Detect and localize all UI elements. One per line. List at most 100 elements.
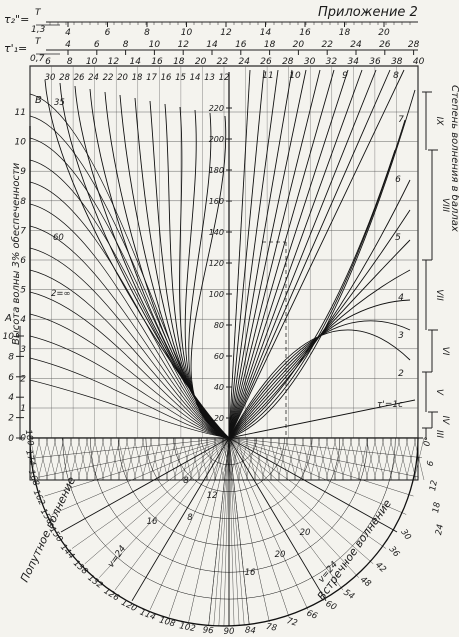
curve-label-left: 18 <box>132 73 143 83</box>
course-angle-label: 102 <box>178 621 196 634</box>
hatch-line <box>349 437 361 481</box>
upper-unit-label: B <box>35 95 42 106</box>
top-row-label: 26 <box>260 57 272 67</box>
lower-tick-label: 6 <box>8 373 14 383</box>
tau2-tick-label: 12 <box>220 28 232 38</box>
hatch-line <box>285 437 297 481</box>
hatch-line <box>357 437 369 481</box>
curve-label-left: 14 <box>190 73 201 83</box>
wave-curve-right <box>228 149 396 439</box>
curve-label-right: 4 <box>398 293 404 303</box>
hatch-line <box>37 437 49 481</box>
wave-line <box>228 69 251 439</box>
hatch-line <box>405 437 417 481</box>
course-angle-label: 42 <box>373 560 388 575</box>
grade-label: IV <box>440 416 450 426</box>
svg-text:T: T <box>35 8 42 18</box>
curve-label-right: 11 <box>262 71 273 81</box>
tau1-tick-label: 14 <box>206 40 218 50</box>
curve-label-left: 20 <box>117 73 128 83</box>
course-angle-label: 66 <box>305 609 319 622</box>
hatch-line <box>189 437 201 481</box>
wave-curve-left <box>134 97 230 439</box>
svg-text:0,7: 0,7 <box>30 54 45 64</box>
wedge-hatch <box>228 437 250 625</box>
course-angle-label: 60 <box>324 599 338 613</box>
wedge-hatch <box>228 437 235 626</box>
wave-curve-lower <box>29 313 230 439</box>
left-mark: 2=∞ <box>51 289 71 299</box>
top-row-label: 16 <box>151 57 163 67</box>
course-ray <box>114 437 230 591</box>
course-ray <box>228 437 309 610</box>
course-angle-label: 84 <box>244 625 256 636</box>
inner-speed-label: 12 <box>207 491 218 501</box>
top-row-label: 12 <box>108 57 120 67</box>
upper-tick-label: 11 <box>15 108 26 118</box>
tau1-tick-label: 6 <box>94 40 100 50</box>
course-ray <box>99 437 230 578</box>
top-row-label: 38 <box>391 57 403 67</box>
center-scale: 220 200 180 160 140 120 100 80 60 40 20 <box>209 104 224 423</box>
upper-tick-label: 10 <box>15 138 27 148</box>
course-ray <box>188 437 230 622</box>
curve-label-left: 12 <box>219 73 230 83</box>
hatch-line <box>269 437 281 481</box>
course-ray <box>60 437 230 533</box>
upper-tick-label: 5 <box>20 286 26 296</box>
wave-line <box>228 69 335 439</box>
lower-tick-label: 0 <box>8 434 14 444</box>
course-ray <box>228 437 407 515</box>
left-title: Попутное волнение <box>18 475 78 585</box>
course-angle-label: 54 <box>342 588 357 602</box>
wave-curve-lower <box>29 247 230 439</box>
wave-curve-lower <box>29 181 230 439</box>
upper-tick-label: 2 <box>20 374 26 384</box>
wave-curve-left <box>119 94 230 439</box>
grade-label: V <box>434 389 444 396</box>
upper-tick-label: 7 <box>20 226 26 236</box>
upper-tick-label: 1 <box>20 404 26 414</box>
course-angle-label: 126 <box>102 586 122 603</box>
wave-curve-lower <box>29 269 230 439</box>
wave-curve-left <box>44 79 230 439</box>
left-marks: 35 60 2=∞ <box>51 98 71 299</box>
curve-labels-left: 30 28 26 24 22 20 18 17 16 15 14 13 12 <box>45 73 230 83</box>
course-angle-label: 90 <box>224 627 235 637</box>
wave-curve-lower <box>29 335 230 439</box>
inner-speed-labels: 8 16 20 20 16 8 12 <box>147 476 311 578</box>
hatch-line <box>45 437 57 481</box>
hatch-line <box>69 437 81 481</box>
curve-label-left: 17 <box>146 73 157 83</box>
wedge-hatch <box>228 437 240 626</box>
chart-grid <box>16 21 438 440</box>
course-ray <box>228 437 398 533</box>
hatch-line <box>237 437 249 481</box>
hatch-line <box>229 437 241 481</box>
course-ray <box>228 437 419 478</box>
tau1-tick-label: 20 <box>293 40 305 50</box>
tau2-label: τ₂"= T 1,3 <box>4 8 46 35</box>
wave-curve-lower <box>29 203 230 439</box>
tau1-tick-label: 12 <box>177 40 189 50</box>
hatch-line <box>53 437 65 481</box>
course-ray <box>84 437 230 564</box>
inner-speed-label: 8 <box>187 513 193 523</box>
wave-curve-left <box>89 88 230 439</box>
course-ray <box>228 437 290 617</box>
top-row-label: 30 <box>304 57 316 67</box>
course-ray <box>149 437 230 610</box>
inner-speed-label: 20 <box>275 550 286 560</box>
hatch-line <box>85 437 97 481</box>
wave-curve-lower <box>29 357 230 439</box>
wedge-hatch <box>208 437 230 625</box>
course-angle-label: 36 <box>387 545 402 560</box>
curve-label-right: 9 <box>342 71 348 81</box>
right-edge-scale: 0° 6 12 18 24 <box>422 436 446 536</box>
hatch-line <box>333 437 345 481</box>
tau2-tick-label: 16 <box>299 28 311 38</box>
course-angle-label: 96 <box>202 625 214 636</box>
course-angle-label: 174 <box>23 449 37 467</box>
course-ray <box>228 437 327 602</box>
